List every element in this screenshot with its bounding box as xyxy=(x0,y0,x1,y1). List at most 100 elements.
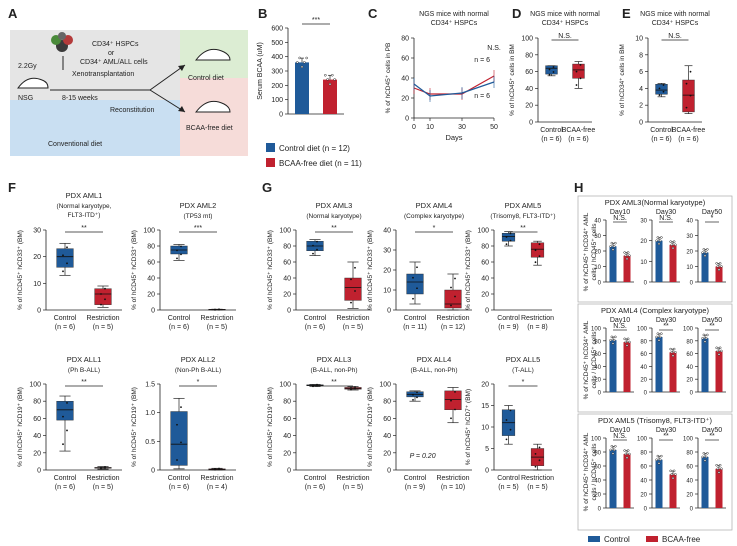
series-line-control xyxy=(413,81,495,97)
x-tick-label: Control xyxy=(304,475,327,482)
bar-control xyxy=(655,459,663,508)
y-tick-label: 10 xyxy=(481,425,489,432)
data-point xyxy=(671,476,675,480)
x-tick-label: 30 xyxy=(458,124,466,131)
chart-title: PDX ALL2 xyxy=(181,355,216,364)
significance-label: ** xyxy=(81,379,87,386)
data-point xyxy=(62,254,64,257)
y-tick-label: 40 xyxy=(686,479,693,485)
significance-label: ** xyxy=(81,225,87,232)
chart-title: Day30 xyxy=(656,209,676,216)
data-point xyxy=(331,73,334,77)
y-axis-label-group: % of hCD45⁺ hCD33⁺ (BM) xyxy=(367,230,374,310)
y-tick-label: 0 xyxy=(690,391,694,397)
chart-e: 0 2 4 6 8 10 NGS mice with normal CD34⁺ HSPCs % … xyxy=(619,11,710,143)
reconstitution-label: Reconstitution xyxy=(110,107,154,114)
data-point xyxy=(326,78,329,81)
bar-control xyxy=(609,449,617,508)
box-restriction xyxy=(572,63,585,79)
significance-label: ** xyxy=(663,323,669,330)
box-restriction xyxy=(344,277,362,301)
data-point xyxy=(354,266,356,269)
data-point xyxy=(612,245,616,248)
h-group-frame-1 xyxy=(577,195,733,303)
data-point xyxy=(704,336,708,340)
box-restriction xyxy=(94,288,112,305)
y-tick-label: 20 xyxy=(686,378,693,384)
y-tick-label: 0 xyxy=(644,281,648,287)
significance-label: ** xyxy=(709,323,715,330)
data-point xyxy=(104,467,106,470)
data-point xyxy=(655,239,658,242)
y-tick-label: 80 xyxy=(401,36,409,43)
cells-label-1: CD34⁺ HSPCs xyxy=(92,41,139,48)
data-point xyxy=(702,452,706,455)
data-point xyxy=(626,251,630,254)
x-tick-label: 50 xyxy=(490,124,498,131)
legend-h-swatch-bcaa xyxy=(646,536,658,542)
y-tick-label: 40 xyxy=(283,276,291,283)
x-tick-label: Restriction xyxy=(521,475,554,482)
y-tick-label: 80 xyxy=(594,451,601,457)
chart-subtitle: FLT3-ITD⁺) xyxy=(68,212,101,219)
data-point xyxy=(66,429,68,432)
mouse-control-icon xyxy=(194,48,231,61)
p-value-label: P = 0.20 xyxy=(410,453,436,460)
y-tick-label: 20 xyxy=(481,382,489,389)
sample-size-label: (n = 9) xyxy=(498,324,518,331)
y-axis-label-group: % of hCD45⁺ cells in PB xyxy=(385,43,392,114)
data-point xyxy=(611,452,615,455)
significance-label: ** xyxy=(520,225,526,232)
chart-title: Day50 xyxy=(702,317,722,324)
legend-swatch-control xyxy=(266,143,275,152)
data-point xyxy=(701,336,704,340)
y-axis-label: Serum BCAA (uM) xyxy=(257,42,264,100)
data-point xyxy=(718,262,722,265)
data-point xyxy=(706,333,709,337)
data-point xyxy=(670,243,674,246)
x-tick-label: Control xyxy=(304,315,327,322)
mouse-nsg-icon xyxy=(17,77,49,89)
sample-size-label: (n = 9) xyxy=(405,484,425,491)
h-ylabel-3a: % of hCD45⁺ hCD34⁺ AML xyxy=(583,432,590,511)
y-axis-label: % of hCD45⁺ hCD33⁺ (BM) xyxy=(367,230,374,310)
arrow-to-control xyxy=(149,64,186,91)
x-tick-label: Control xyxy=(54,315,77,322)
chart-title: Day50 xyxy=(702,209,722,216)
bar-bcaa xyxy=(623,342,631,392)
chart-f2: 0 20 40 60 80 100 PDX AML2 (TP53 mt) % of hCD45⁺… xyxy=(131,201,236,331)
y-tick-label: 60 xyxy=(283,416,291,423)
significance-label: * xyxy=(197,379,200,386)
data-point xyxy=(718,346,722,350)
y-tick-label: 80 xyxy=(640,451,647,457)
y-tick-label: 10 xyxy=(686,265,693,271)
data-point xyxy=(104,287,106,290)
chart-title: PDX ALL4 xyxy=(417,355,452,364)
arrow-to-bcaa xyxy=(149,89,186,113)
y-tick-label: 0 xyxy=(151,308,155,315)
y-tick-label: 20 xyxy=(481,292,489,299)
x-tick-label: Restriction xyxy=(336,315,369,322)
y-tick-label: 60 xyxy=(401,56,409,63)
y-tick-label: 200 xyxy=(271,83,283,90)
h-group-ylabel-1: % of hCD45⁺ hCD34⁺ AML cells / hCD45⁺ ce… xyxy=(583,212,598,291)
data-point xyxy=(624,452,628,456)
data-point xyxy=(672,347,676,351)
chart-title: Day10 xyxy=(610,317,630,324)
x-tick-label: Control xyxy=(404,475,427,482)
chart-subtitle: (Ph B-ALL) xyxy=(68,367,100,374)
y-axis-label-group: % of hCD45⁺ hCD33⁺ (BM) xyxy=(267,230,274,310)
data-point xyxy=(412,393,414,396)
chart-h1c: 0 10 20 30 40 Day50* xyxy=(686,209,726,287)
significance-label: N.S. xyxy=(613,433,627,440)
data-point xyxy=(538,459,541,462)
data-point xyxy=(100,466,102,469)
sample-size-label: (n = 6) xyxy=(305,324,325,331)
significance-label: *** xyxy=(312,17,320,24)
data-point xyxy=(614,335,617,339)
chart-g1: 0 20 40 60 80 100 PDX AML3 (Normal karyotype) % … xyxy=(267,201,372,331)
y-tick-label: 8 xyxy=(639,52,643,59)
y-tick-label: 20 xyxy=(283,450,291,457)
y-tick-label: 40 xyxy=(401,76,409,83)
